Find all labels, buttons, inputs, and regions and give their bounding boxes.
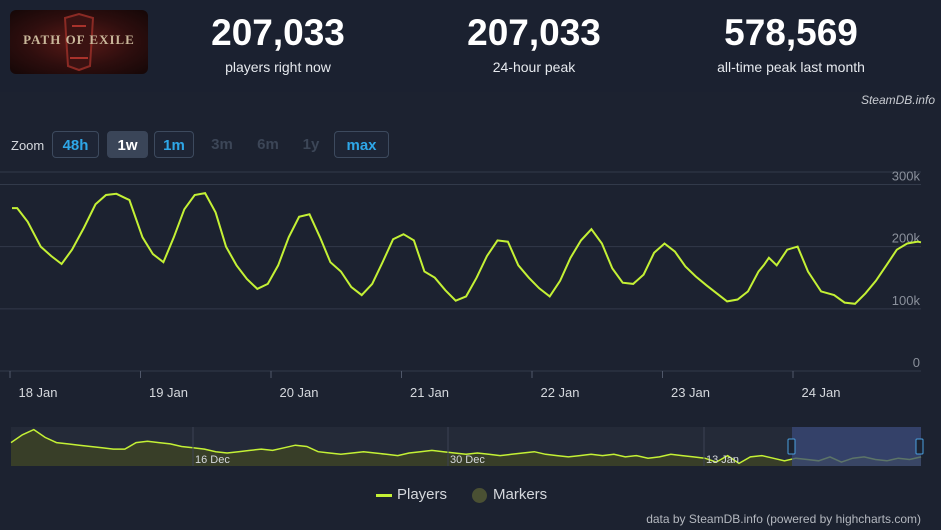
logo-text: PATH OF EXILE	[23, 32, 135, 47]
legend-markers-label: Markers	[493, 486, 548, 503]
legend-players[interactable]: Players	[376, 486, 447, 503]
stat-label: all-time peak last month	[717, 59, 865, 75]
legend-dot-icon	[472, 487, 487, 503]
chart-area	[0, 112, 941, 530]
stat-value: 578,569	[724, 12, 858, 53]
stat-24h-peak: 207,033 24-hour peak	[434, 12, 634, 76]
zoom-6m-button: 6m	[257, 136, 279, 153]
stat-value: 207,033	[211, 12, 345, 53]
stat-value: 207,033	[467, 12, 601, 53]
stat-players-now: 207,033 players right now	[178, 12, 378, 76]
zoom-3m-button: 3m	[211, 136, 233, 153]
steamdb-credit[interactable]: SteamDB.info	[860, 93, 935, 107]
zoom-label: Zoom	[11, 138, 45, 153]
zoom-1y-button: 1y	[302, 136, 320, 153]
legend-line-icon	[376, 493, 392, 497]
stat-all-time-peak: 578,569 all-time peak last month	[681, 12, 901, 76]
zoom-1m-button[interactable]: 1m	[154, 131, 194, 158]
legend-markers[interactable]: Markers	[472, 486, 547, 503]
zoom-max-button[interactable]: max	[334, 131, 389, 158]
legend-players-label: Players	[397, 486, 448, 503]
stat-label: players right now	[225, 59, 331, 75]
logo-emblem-icon	[63, 12, 95, 72]
stat-label: 24-hour peak	[492, 59, 576, 75]
zoom-48h-button[interactable]: 48h	[52, 131, 99, 158]
chart-credit[interactable]: data by SteamDB.info (powered by highcha…	[646, 512, 921, 526]
stats-header: PATH OF EXILE 207,033 players right now …	[0, 0, 941, 92]
game-logo[interactable]: PATH OF EXILE	[10, 10, 148, 74]
zoom-1w-button[interactable]: 1w	[107, 131, 148, 158]
